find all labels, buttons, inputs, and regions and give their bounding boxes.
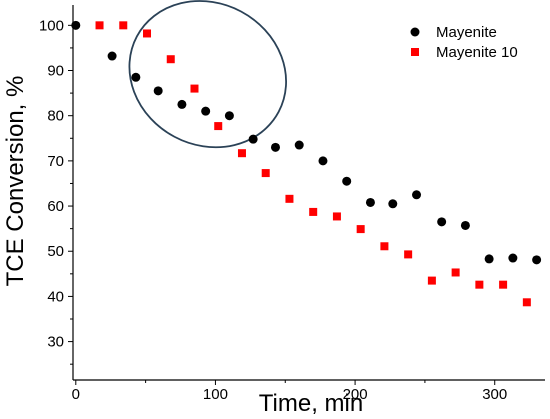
y-tick-label: 80 xyxy=(47,108,64,125)
data-point-mayenite-10 xyxy=(451,268,460,277)
data-point-mayenite-10 xyxy=(404,250,413,259)
highlight-ellipse xyxy=(128,0,287,149)
data-point-mayenite-10 xyxy=(143,29,152,38)
x-tick-label: 100 xyxy=(203,386,228,403)
data-point-mayenite-10 xyxy=(522,298,531,307)
data-point-mayenite-10 xyxy=(119,21,128,30)
legend-label-mayenite-10: Mayenite 10 xyxy=(436,44,518,61)
data-point-mayenite xyxy=(177,99,187,109)
data-point-mayenite xyxy=(318,156,328,166)
data-point-mayenite xyxy=(508,253,518,263)
x-tick-label: 200 xyxy=(343,386,368,403)
plot-layer: 0 100 200 300 30 40 50 60 70 80 90 100 xyxy=(39,0,545,403)
data-point-mayenite-10 xyxy=(95,21,104,30)
data-point-mayenite xyxy=(248,134,258,144)
x-axis-title: Time, min xyxy=(259,390,363,417)
data-point-mayenite-10 xyxy=(499,280,508,289)
y-tick-label: 30 xyxy=(47,334,64,351)
data-point-mayenite xyxy=(153,86,163,96)
data-point-mayenite xyxy=(107,51,117,61)
y-axis-title: TCE Conversion, % xyxy=(2,76,29,287)
x-tick-label: 0 xyxy=(72,386,80,403)
data-point-mayenite xyxy=(365,197,375,207)
legend: Mayenite Mayenite 10 xyxy=(410,24,518,61)
data-point-mayenite xyxy=(342,176,352,186)
x-tick-label: 300 xyxy=(482,386,507,403)
data-point-mayenite xyxy=(412,190,422,200)
data-point-mayenite-10 xyxy=(309,207,318,216)
data-point-mayenite-10 xyxy=(214,122,223,131)
data-point-mayenite-10 xyxy=(475,280,484,289)
y-tick-label: 70 xyxy=(47,153,64,170)
data-point-mayenite-10 xyxy=(427,276,436,285)
data-point-mayenite xyxy=(484,254,494,264)
data-point-mayenite-10 xyxy=(332,212,341,221)
data-point-mayenite xyxy=(131,72,141,82)
data-point-mayenite xyxy=(388,199,398,209)
legend-marker-mayenite xyxy=(410,27,420,37)
data-point-mayenite xyxy=(270,142,280,152)
data-point-mayenite xyxy=(201,106,211,116)
legend-label-mayenite: Mayenite xyxy=(436,24,497,41)
data-point-mayenite xyxy=(224,111,234,121)
data-point-mayenite-10 xyxy=(261,169,270,178)
data-point-mayenite-10 xyxy=(380,242,389,251)
data-point-mayenite xyxy=(71,20,81,30)
data-point-mayenite xyxy=(532,255,542,265)
data-point-mayenite xyxy=(460,220,470,230)
y-tick-label: 60 xyxy=(47,198,64,215)
y-tick-label: 90 xyxy=(47,63,64,80)
data-point-mayenite-10 xyxy=(356,225,365,234)
y-tick-label: 100 xyxy=(39,17,64,34)
y-tick-label: 50 xyxy=(47,243,64,260)
y-tick-label: 40 xyxy=(47,288,64,305)
data-point-mayenite xyxy=(294,140,304,150)
data-point-mayenite xyxy=(437,217,447,227)
data-point-mayenite-10 xyxy=(285,194,294,203)
data-point-mayenite-10 xyxy=(237,149,246,158)
legend-marker-mayenite-10 xyxy=(411,48,419,56)
data-point-mayenite-10 xyxy=(190,84,199,93)
data-point-mayenite-10 xyxy=(166,55,175,64)
